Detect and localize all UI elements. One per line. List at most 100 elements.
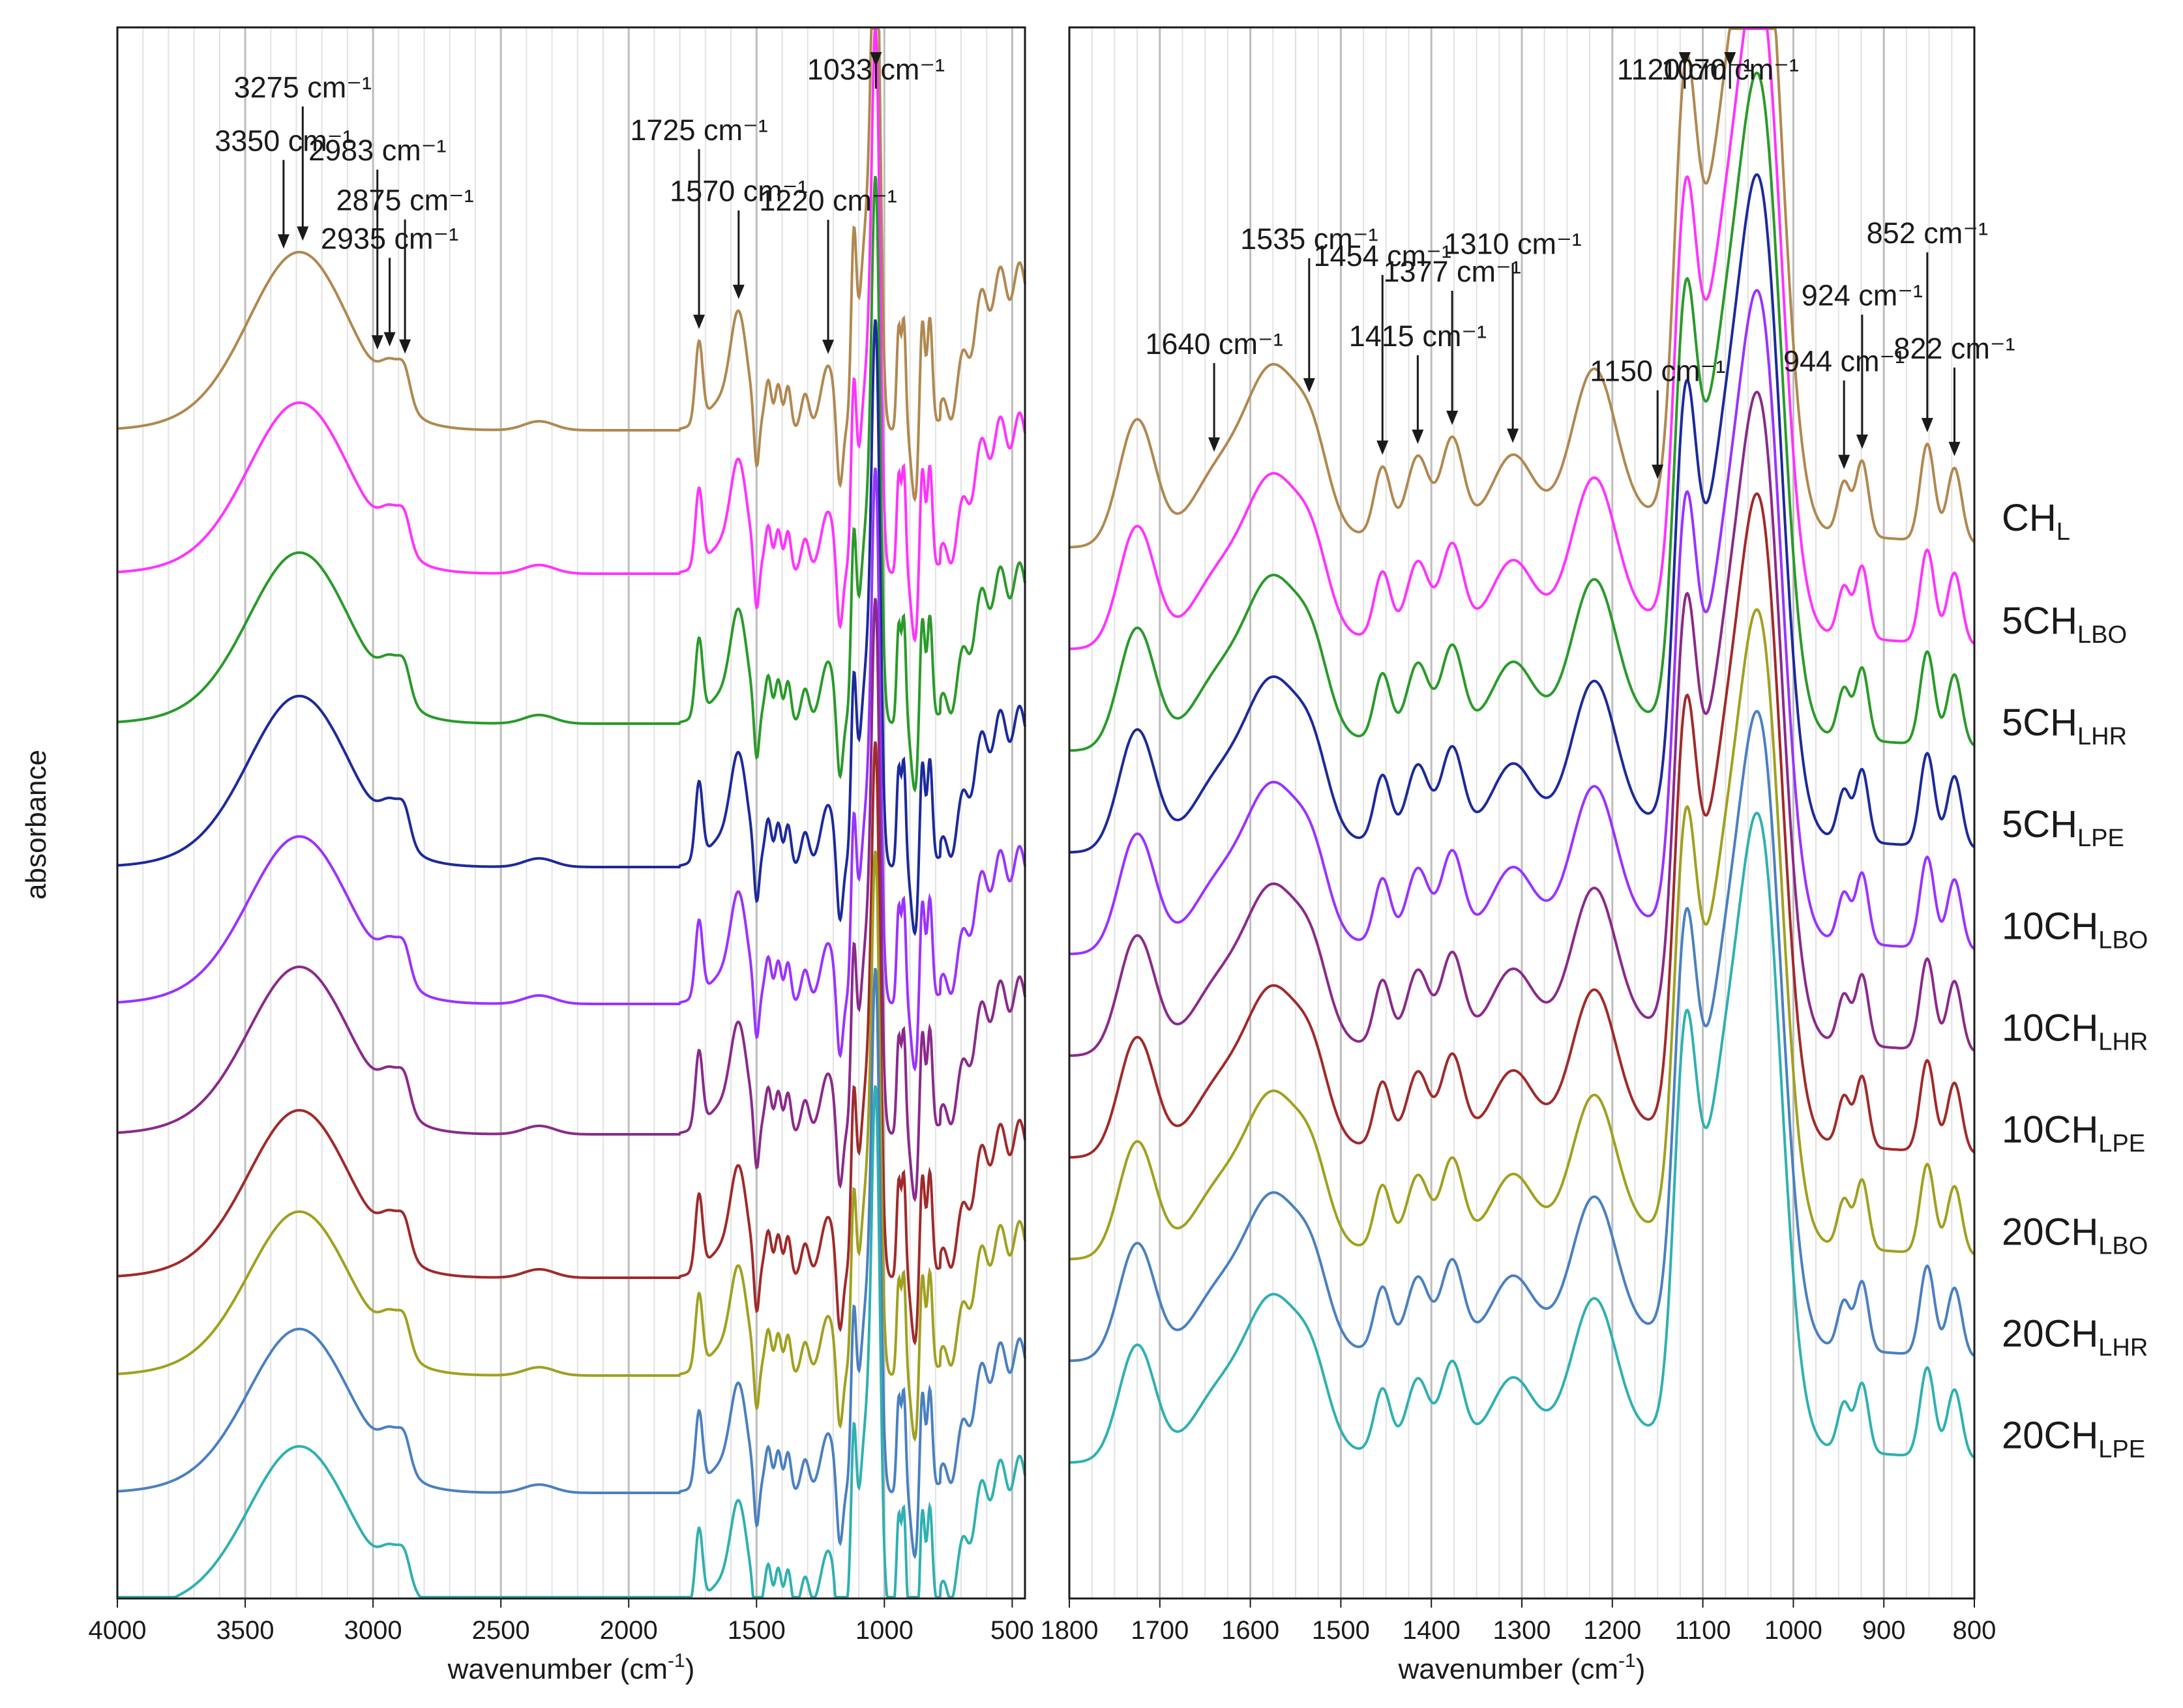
peak-annotation-label: 1377 cm⁻¹: [1383, 255, 1521, 288]
spectrum-line-5CHLHR: [1069, 71, 1976, 752]
peak-annotation-label: 1220 cm⁻¹: [759, 184, 897, 217]
peak-annotation-label: 1640 cm⁻¹: [1145, 327, 1283, 361]
spectrum-line-20CHLBO: [1069, 608, 1976, 1261]
legend-label-10CHLHR: 10CHLHR: [2002, 1007, 2148, 1056]
spectrum-line-10CHLBO: [117, 467, 1026, 1072]
left-panel: 3350 cm⁻¹ 3275 cm⁻¹ 2983 cm⁻¹ 2935 cm⁻¹ 2875…: [89, 26, 1034, 1645]
spectrum-line-20CHLPE: [1069, 812, 1976, 1464]
spectrum-line-20CHLBO: [117, 850, 1026, 1442]
annotation-arrowhead: [1838, 454, 1850, 469]
peak-annotation-label: 1570 cm⁻¹: [670, 175, 807, 208]
legend-label-main: 10CH: [2002, 1007, 2098, 1050]
annotation-arrowhead: [1948, 441, 1961, 456]
y-axis-label: absorbance: [20, 750, 52, 900]
peak-annotation-label: 1033 cm⁻¹: [807, 53, 945, 86]
left-x-ticks: 4000 3500 3000 2500 2000 1500 1000 500: [89, 1598, 1034, 1645]
x-tick-label: 1400: [1403, 1616, 1461, 1645]
annotation-arrowhead: [1652, 464, 1664, 479]
peak-annotation-label: 1310 cm⁻¹: [1444, 228, 1581, 261]
legend-label-sub: LHR: [2077, 723, 2127, 750]
spectrum-line-CHL: [117, 27, 1026, 503]
right-gridlines: [1068, 27, 1976, 1598]
legend-label-sub: L: [2057, 518, 2070, 546]
peak-annotation-label: 924 cm⁻¹: [1802, 279, 1923, 312]
spectrum-line-10CHLHR: [117, 598, 1026, 1203]
peak-annotation-label: 1415 cm⁻¹: [1349, 319, 1487, 353]
annotation-arrowhead: [822, 340, 835, 355]
legend-label-sub: LHR: [2098, 1029, 2148, 1056]
x-tick-label: 1000: [855, 1616, 913, 1645]
peak-annotation-label: 1725 cm⁻¹: [630, 113, 767, 147]
annotation-arrowhead: [1376, 440, 1389, 455]
spectrum-line-5CHLPE: [117, 319, 1026, 937]
peak-annotation-label: 1535 cm⁻¹: [1240, 222, 1378, 256]
annotation-arrowhead: [1507, 428, 1519, 443]
legend-label-10CHLPE: 10CHLPE: [2002, 1109, 2145, 1158]
legend-label-sub: LPE: [2077, 825, 2124, 852]
spectrum-line-5CHLPE: [1069, 173, 1976, 854]
legend-label-sub: LBO: [2098, 1233, 2148, 1260]
spectrum-line-10CHLHR: [1069, 390, 1976, 1057]
x-tick-label: 1000: [1764, 1616, 1822, 1645]
legend-label-main: CH: [2002, 497, 2057, 539]
peak-annotation-label: 2983 cm⁻¹: [308, 134, 446, 167]
legend-label-20CHLPE: 20CHLPE: [2002, 1415, 2145, 1464]
annotation-arrowhead: [1303, 378, 1315, 393]
legend-label-main: 5CH: [2002, 701, 2077, 744]
legend-label-main: 10CH: [2002, 906, 2098, 948]
x-tick-label: 3000: [344, 1616, 402, 1645]
peak-annotation-label: 1454 cm⁻¹: [1314, 239, 1451, 272]
right-x-axis-label: wavenumber (cm-1): [1398, 1650, 1646, 1685]
peak-annotation-label: 822 cm⁻¹: [1893, 332, 2015, 365]
legend-label-sub: LPE: [2098, 1130, 2145, 1158]
legend-label-main: 20CH: [2002, 1415, 2098, 1457]
spectrum-line-10CHLBO: [1069, 289, 1976, 956]
annotation-arrowhead: [399, 339, 411, 354]
spectrum-line-5CHLHR: [117, 175, 1026, 793]
right-x-axis-label-base: wavenumber (cm: [1398, 1653, 1618, 1685]
peak-annotation-label: 1070 cm⁻¹: [1661, 53, 1799, 86]
annotation-arrowhead: [870, 52, 882, 66]
legend-label-sub: LPE: [2098, 1436, 2145, 1464]
x-tick-label: 1600: [1221, 1616, 1279, 1645]
x-tick-label: 1200: [1583, 1616, 1641, 1645]
legend-label-main: 5CH: [2002, 600, 2077, 642]
right-x-ticks: 1800 1700 1600 1500 1400 1300 1200 1100 1000 900 8…: [1041, 1598, 1997, 1645]
spectrum-line-5CHLBO: [1069, 27, 1976, 651]
peak-annotation-label: 3350 cm⁻¹: [215, 124, 352, 157]
peak-annotation-label: 2875 cm⁻¹: [336, 184, 473, 217]
annotation-arrowhead: [1208, 437, 1221, 452]
legend-label-20CHLBO: 20CHLBO: [2002, 1211, 2148, 1260]
annotation-arrowhead: [1446, 411, 1459, 426]
right-x-axis-label-exp: -1: [1618, 1650, 1636, 1671]
legend-label-main: 20CH: [2002, 1313, 2098, 1355]
x-tick-label: 4000: [89, 1616, 147, 1645]
x-tick-label: 900: [1862, 1616, 1906, 1645]
legend-label-CHL: CHL: [2002, 497, 2070, 546]
peak-annotation-label: 3275 cm⁻¹: [234, 70, 372, 104]
legend-label-main: 20CH: [2002, 1211, 2098, 1254]
x-tick-label: 800: [1953, 1616, 1997, 1645]
left-x-axis-label-exp: -1: [668, 1650, 685, 1671]
spectrum-line-10CHLPE: [1069, 492, 1976, 1159]
annotation-arrowhead: [1724, 52, 1736, 66]
x-tick-label: 500: [990, 1616, 1034, 1645]
legend-label-main: 5CH: [2002, 803, 2077, 846]
annotation-arrowhead: [277, 234, 290, 249]
left-plot-frame: [116, 26, 1026, 1600]
x-tick-label: 1100: [1675, 1616, 1731, 1645]
annotation-arrowhead: [693, 314, 705, 329]
legend-label-10CHLBO: 10CHLBO: [2002, 906, 2148, 954]
x-tick-label: 1700: [1131, 1616, 1189, 1645]
series-legend: CHL5CHLBO5CHLHR5CHLPE10CHLBO10CHLHR10CHL…: [2002, 497, 2148, 1464]
legend-label-sub: LBO: [2077, 621, 2127, 649]
x-tick-label: 1500: [728, 1616, 786, 1645]
x-tick-label: 3500: [216, 1616, 275, 1645]
right-spectra: [1069, 27, 1976, 1464]
spectrum-line-20CHLHR: [117, 967, 1026, 1559]
peak-annotation-label: 944 cm⁻¹: [1783, 345, 1905, 378]
spectrum-line-CHL: [1069, 27, 1976, 549]
